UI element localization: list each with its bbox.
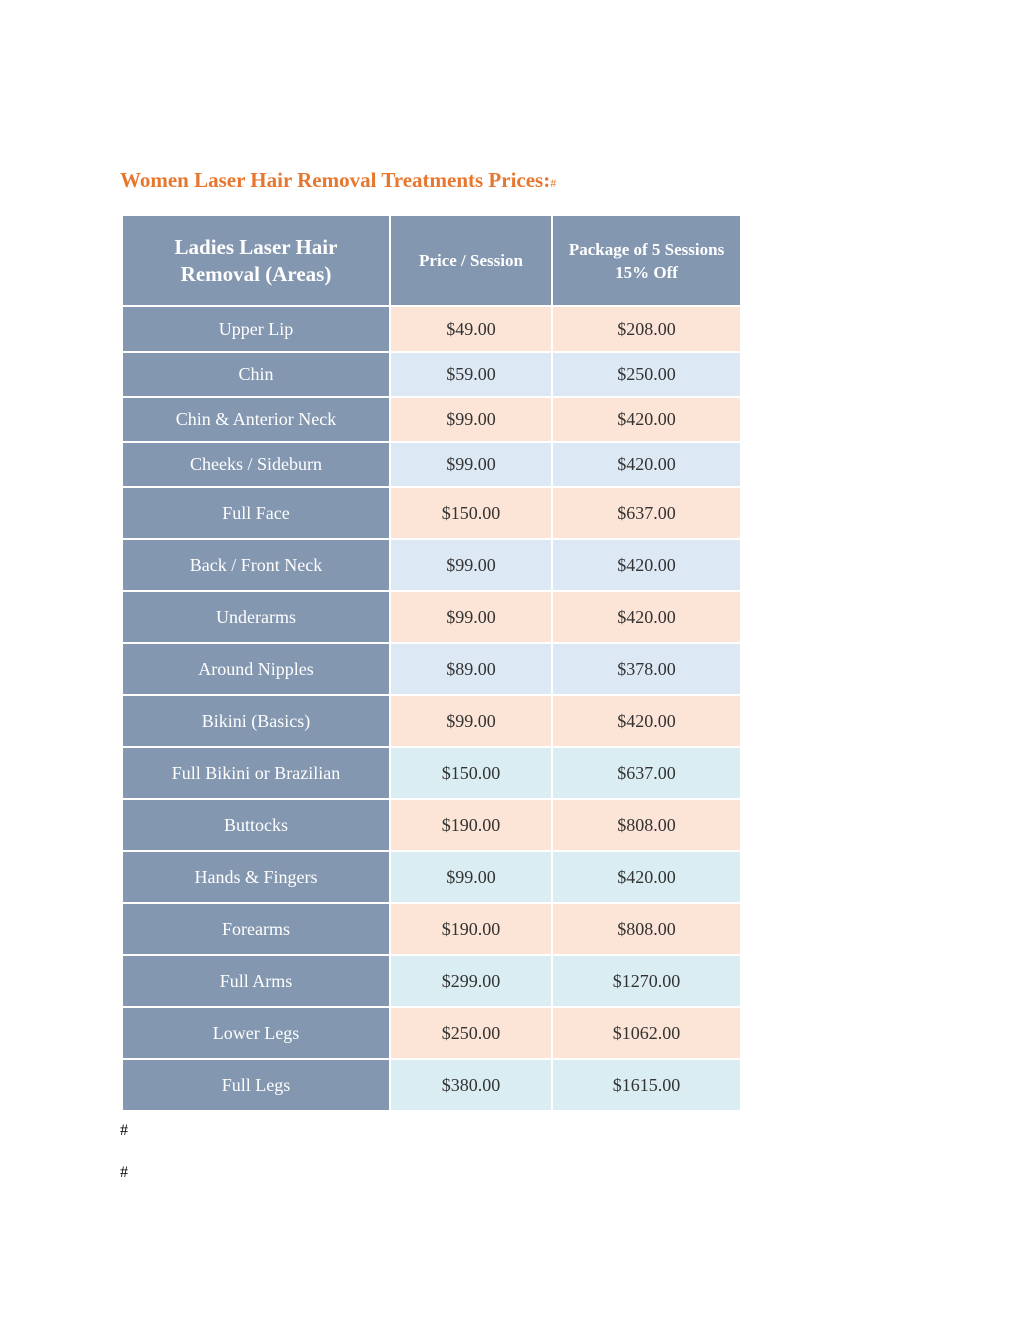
page-title: Women Laser Hair Removal Treatments Pric… <box>120 168 556 193</box>
price-cell: $99.00 <box>391 540 551 590</box>
package-cell: $208.00 <box>553 307 740 351</box>
price-cell: $99.00 <box>391 852 551 902</box>
price-cell: $150.00 <box>391 748 551 798</box>
price-cell: $99.00 <box>391 696 551 746</box>
table-row: Around Nipples $89.00 $378.00 <box>123 644 740 694</box>
price-table: Ladies Laser Hair Removal (Areas) Price … <box>121 214 742 1112</box>
area-cell: Lower Legs <box>123 1008 389 1058</box>
footer-mark: # <box>120 1164 128 1181</box>
table-row: Upper Lip $49.00 $208.00 <box>123 307 740 351</box>
price-cell: $250.00 <box>391 1008 551 1058</box>
table-row: Full Legs $380.00 $1615.00 <box>123 1060 740 1110</box>
area-cell: Full Arms <box>123 956 389 1006</box>
package-cell: $420.00 <box>553 852 740 902</box>
area-cell: Buttocks <box>123 800 389 850</box>
column-header-price: Price / Session <box>391 216 551 305</box>
package-cell: $808.00 <box>553 904 740 954</box>
price-cell: $59.00 <box>391 353 551 396</box>
area-cell: Chin <box>123 353 389 396</box>
price-cell: $99.00 <box>391 398 551 441</box>
area-cell: Cheeks / Sideburn <box>123 443 389 486</box>
package-cell: $808.00 <box>553 800 740 850</box>
package-cell: $420.00 <box>553 443 740 486</box>
price-cell: $150.00 <box>391 488 551 538</box>
table-row: Hands & Fingers $99.00 $420.00 <box>123 852 740 902</box>
package-cell: $637.00 <box>553 748 740 798</box>
package-cell: $250.00 <box>553 353 740 396</box>
package-cell: $420.00 <box>553 398 740 441</box>
area-cell: Around Nipples <box>123 644 389 694</box>
package-cell: $420.00 <box>553 540 740 590</box>
package-cell: $1615.00 <box>553 1060 740 1110</box>
page-title-text: Women Laser Hair Removal Treatments Pric… <box>120 168 551 192</box>
package-cell: $420.00 <box>553 592 740 642</box>
area-cell: Full Legs <box>123 1060 389 1110</box>
column-header-package: Package of 5 Sessions 15% Off <box>553 216 740 305</box>
title-mark: # <box>550 176 557 190</box>
table-row: Cheeks / Sideburn $99.00 $420.00 <box>123 443 740 486</box>
price-cell: $299.00 <box>391 956 551 1006</box>
price-cell: $190.00 <box>391 904 551 954</box>
area-cell: Bikini (Basics) <box>123 696 389 746</box>
table-row: Forearms $190.00 $808.00 <box>123 904 740 954</box>
price-cell: $380.00 <box>391 1060 551 1110</box>
area-cell: Full Bikini or Brazilian <box>123 748 389 798</box>
table-row: Full Arms $299.00 $1270.00 <box>123 956 740 1006</box>
area-cell: Back / Front Neck <box>123 540 389 590</box>
area-cell: Hands & Fingers <box>123 852 389 902</box>
area-cell: Full Face <box>123 488 389 538</box>
table-row: Bikini (Basics) $99.00 $420.00 <box>123 696 740 746</box>
area-cell: Forearms <box>123 904 389 954</box>
price-cell: $190.00 <box>391 800 551 850</box>
package-cell: $637.00 <box>553 488 740 538</box>
table-row: Lower Legs $250.00 $1062.00 <box>123 1008 740 1058</box>
footer-mark: # <box>120 1122 128 1139</box>
package-cell: $420.00 <box>553 696 740 746</box>
table-row: Full Bikini or Brazilian $150.00 $637.00 <box>123 748 740 798</box>
table-row: Back / Front Neck $99.00 $420.00 <box>123 540 740 590</box>
table-row: Underarms $99.00 $420.00 <box>123 592 740 642</box>
area-cell: Chin & Anterior Neck <box>123 398 389 441</box>
package-cell: $378.00 <box>553 644 740 694</box>
area-cell: Underarms <box>123 592 389 642</box>
price-cell: $49.00 <box>391 307 551 351</box>
price-cell: $99.00 <box>391 592 551 642</box>
package-cell: $1062.00 <box>553 1008 740 1058</box>
price-cell: $99.00 <box>391 443 551 486</box>
table-header-row: Ladies Laser Hair Removal (Areas) Price … <box>123 216 740 305</box>
table-row: Chin & Anterior Neck $99.00 $420.00 <box>123 398 740 441</box>
column-header-area: Ladies Laser Hair Removal (Areas) <box>123 216 389 305</box>
table-row: Chin $59.00 $250.00 <box>123 353 740 396</box>
price-cell: $89.00 <box>391 644 551 694</box>
area-cell: Upper Lip <box>123 307 389 351</box>
table-row: Buttocks $190.00 $808.00 <box>123 800 740 850</box>
package-cell: $1270.00 <box>553 956 740 1006</box>
table-row: Full Face $150.00 $637.00 <box>123 488 740 538</box>
